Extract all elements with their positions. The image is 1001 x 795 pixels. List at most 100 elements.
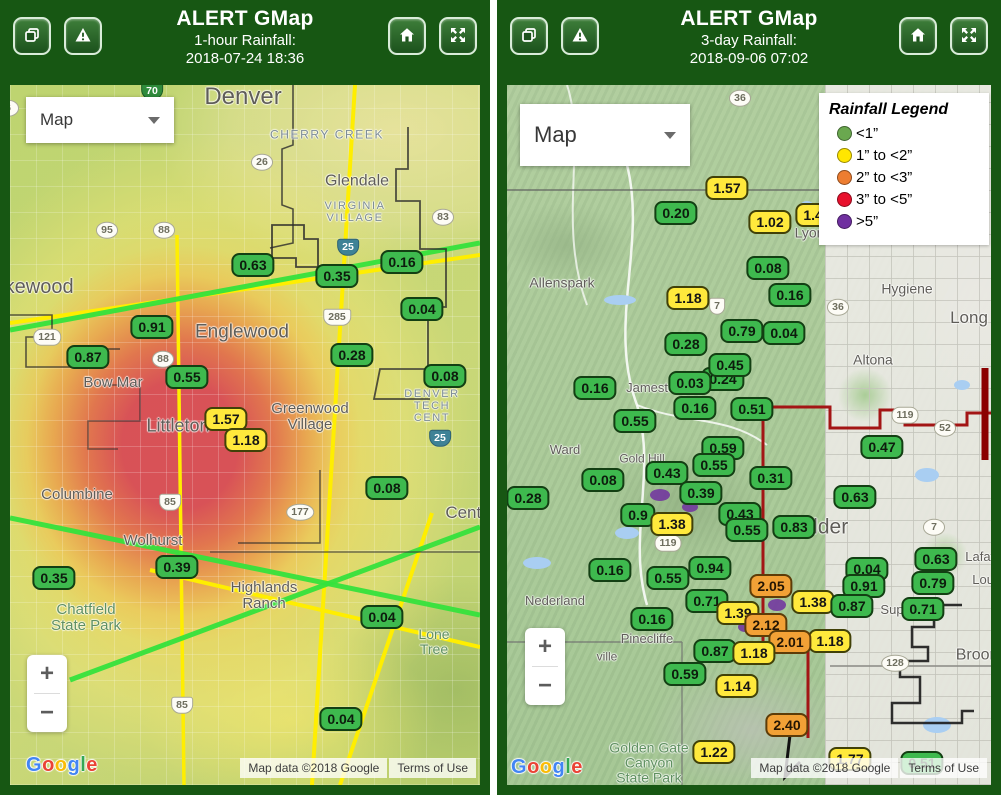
rainfall-marker[interactable]: 0.63: [833, 485, 877, 509]
rainfall-marker[interactable]: 0.16: [768, 283, 812, 307]
rainfall-marker[interactable]: 0.83: [772, 515, 816, 539]
legend-label: 1” to <2”: [856, 147, 913, 164]
rainfall-marker[interactable]: 0.39: [679, 481, 723, 505]
google-logo-letter: g: [67, 754, 81, 776]
rainfall-marker[interactable]: 0.94: [688, 556, 732, 580]
rainfall-marker[interactable]: 0.28: [664, 332, 708, 356]
rainfall-marker[interactable]: 0.16: [588, 558, 632, 582]
rainfall-marker[interactable]: 0.43: [645, 461, 689, 485]
rainfall-marker[interactable]: 0.55: [646, 566, 690, 590]
map-label: Pinecliffe: [620, 630, 674, 646]
rainfall-marker[interactable]: 1.02: [748, 210, 792, 234]
map-label: Glendale: [324, 172, 390, 190]
rainfall-marker[interactable]: 0.39: [155, 555, 199, 579]
rainfall-marker[interactable]: 0.87: [830, 594, 874, 618]
rainfall-marker[interactable]: 0.55: [613, 409, 657, 433]
rainfall-marker[interactable]: 0.28: [507, 486, 550, 510]
rainfall-marker[interactable]: 1.57: [204, 407, 248, 431]
panel-header: ALERT GMap 1-hour Rainfall: 2018-07-24 1…: [0, 0, 490, 85]
map-label: Englewood: [194, 321, 290, 343]
rainfall-marker[interactable]: 0.59: [663, 662, 707, 686]
popout-button[interactable]: [13, 17, 51, 55]
rainfall-marker[interactable]: 1.38: [791, 590, 835, 614]
rainfall-marker[interactable]: 0.87: [693, 639, 737, 663]
terms-of-use-link[interactable]: Terms of Use: [389, 758, 476, 778]
rainfall-marker[interactable]: 1.18: [808, 629, 852, 653]
fullscreen-button[interactable]: [950, 17, 988, 55]
rainfall-marker[interactable]: 0.04: [360, 605, 404, 629]
map-label: Altona: [853, 351, 893, 368]
rainfall-marker[interactable]: 1.38: [650, 512, 694, 536]
rainfall-marker[interactable]: 0.04: [400, 297, 444, 321]
map-3day-rainfall[interactable]: Map Rainfall Legend <1” 1” to <2” 2” to <3…: [507, 85, 991, 785]
fullscreen-button[interactable]: [439, 17, 477, 55]
terms-of-use-link[interactable]: Terms of Use: [900, 758, 987, 778]
rainfall-marker[interactable]: 1.22: [692, 740, 736, 764]
rainfall-marker[interactable]: 0.71: [901, 597, 945, 621]
map-type-dropdown[interactable]: Map: [26, 97, 174, 143]
rainfall-marker[interactable]: 2.01: [768, 630, 812, 654]
google-logo-letter: o: [54, 754, 68, 776]
rainfall-marker[interactable]: 0.35: [315, 264, 359, 288]
rainfall-marker[interactable]: 0.55: [725, 518, 769, 542]
legend-item: >5”: [837, 213, 983, 230]
rainfall-marker[interactable]: 0.63: [914, 547, 958, 571]
rainfall-marker[interactable]: 1.18: [224, 428, 268, 452]
rainfall-marker[interactable]: 0.08: [365, 476, 409, 500]
zoom-control: + −: [27, 655, 67, 732]
rainfall-marker[interactable]: 1.18: [666, 286, 710, 310]
alert-button[interactable]: [64, 17, 102, 55]
rainfall-marker[interactable]: 0.03: [668, 371, 712, 395]
rainfall-marker[interactable]: 0.79: [720, 319, 764, 343]
rainfall-marker[interactable]: 1.18: [732, 641, 776, 665]
map-label: Ward: [549, 441, 581, 457]
popout-icon: [520, 26, 538, 47]
rainfall-marker[interactable]: 0.35: [32, 566, 76, 590]
rainfall-marker[interactable]: 0.16: [380, 250, 424, 274]
map-type-dropdown[interactable]: Map: [520, 104, 690, 166]
rainfall-marker[interactable]: 0.04: [762, 321, 806, 345]
rainfall-marker[interactable]: 0.87: [66, 345, 110, 369]
home-button[interactable]: [899, 17, 937, 55]
rainfall-marker[interactable]: 0.20: [654, 201, 698, 225]
rainfall-marker[interactable]: 0.08: [423, 364, 467, 388]
google-logo-letter: G: [511, 756, 528, 778]
rainfall-marker[interactable]: 0.79: [911, 571, 955, 595]
route-shield: 25: [337, 238, 359, 256]
rainfall-marker[interactable]: 2.40: [765, 713, 809, 737]
map-1hour-rainfall[interactable]: Map + − Google Map data ©2018 Google Ter…: [10, 85, 480, 785]
map-label: CHERRY CREEK: [269, 127, 385, 142]
rainfall-marker[interactable]: 0.04: [319, 707, 363, 731]
zoom-in-button[interactable]: +: [525, 628, 565, 666]
rainfall-marker[interactable]: 0.16: [573, 376, 617, 400]
rainfall-marker[interactable]: 2.05: [749, 574, 793, 598]
rainfall-marker[interactable]: 0.47: [860, 435, 904, 459]
rainfall-marker[interactable]: 0.71: [685, 589, 729, 613]
google-logo[interactable]: Google: [511, 756, 583, 779]
route-shield: 119: [654, 534, 682, 552]
rainfall-marker[interactable]: 0.31: [749, 466, 793, 490]
zoom-out-button[interactable]: −: [525, 667, 565, 705]
rainfall-marker[interactable]: 0.63: [231, 253, 275, 277]
alert-button[interactable]: [561, 17, 599, 55]
rainfall-marker[interactable]: 1.14: [715, 674, 759, 698]
rainfall-marker[interactable]: 0.51: [730, 397, 774, 421]
rainfall-marker[interactable]: 0.45: [708, 353, 752, 377]
rainfall-marker[interactable]: 0.91: [842, 574, 886, 598]
rainfall-marker[interactable]: 0.16: [673, 396, 717, 420]
rainfall-marker[interactable]: 0.55: [165, 365, 209, 389]
rainfall-marker[interactable]: 0.08: [581, 468, 625, 492]
zoom-out-button[interactable]: −: [27, 694, 67, 732]
map-label: Long: [950, 307, 988, 327]
rainfall-marker[interactable]: 0.16: [630, 607, 674, 631]
popout-button[interactable]: [510, 17, 548, 55]
google-logo[interactable]: Google: [26, 754, 98, 777]
rainfall-marker[interactable]: 1.57: [705, 176, 749, 200]
rainfall-marker[interactable]: 0.08: [746, 256, 790, 280]
rainfall-marker[interactable]: 0.55: [692, 453, 736, 477]
rainfall-marker[interactable]: 0.91: [130, 315, 174, 339]
zoom-divider: [34, 693, 60, 694]
home-button[interactable]: [388, 17, 426, 55]
zoom-in-button[interactable]: +: [27, 655, 67, 693]
rainfall-marker[interactable]: 0.28: [330, 343, 374, 367]
